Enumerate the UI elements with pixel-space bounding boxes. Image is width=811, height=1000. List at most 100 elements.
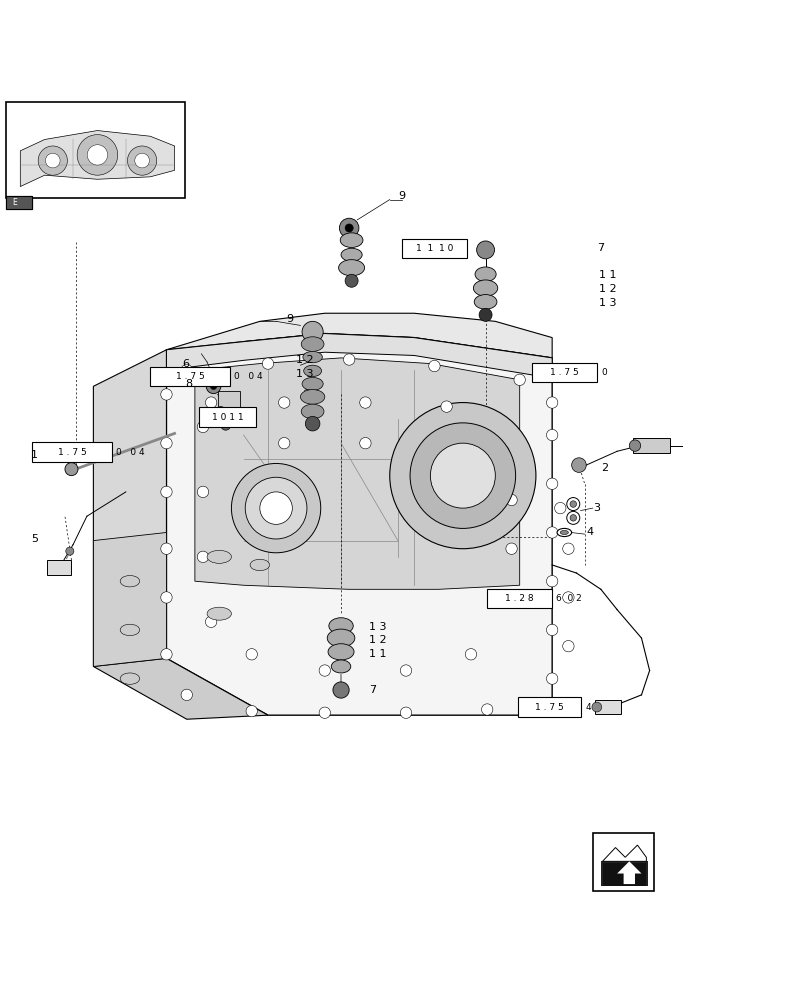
Polygon shape [20,131,174,187]
Polygon shape [166,334,551,715]
Circle shape [546,478,557,489]
Circle shape [77,135,118,175]
Circle shape [161,389,172,400]
Circle shape [562,592,573,603]
Circle shape [245,477,307,539]
Bar [6,196,32,209]
Circle shape [428,360,440,372]
Bar [592,833,653,891]
Text: 1 . 7 5: 1 . 7 5 [58,448,87,457]
Bar [487,589,551,608]
Circle shape [225,408,233,416]
Circle shape [562,640,573,652]
Circle shape [591,702,601,712]
Circle shape [197,551,208,563]
Circle shape [246,649,257,660]
Bar [633,438,669,453]
Ellipse shape [338,260,364,276]
Text: 8: 8 [185,379,192,389]
Circle shape [566,511,579,524]
Ellipse shape [303,351,322,363]
Circle shape [440,401,452,412]
Circle shape [66,547,74,555]
Circle shape [260,492,292,524]
Ellipse shape [120,624,139,636]
Circle shape [497,592,508,603]
Ellipse shape [331,660,350,673]
Bar [6,102,185,198]
Polygon shape [93,532,166,666]
Circle shape [161,486,172,498]
Circle shape [546,624,557,636]
Ellipse shape [301,337,324,351]
Circle shape [566,498,579,511]
Circle shape [319,707,330,718]
Circle shape [359,437,371,449]
Circle shape [389,403,535,549]
Ellipse shape [473,280,497,296]
Circle shape [161,543,172,554]
Ellipse shape [301,404,324,419]
Bar [217,391,240,407]
Circle shape [197,486,208,498]
Text: 7: 7 [596,243,603,253]
Bar [594,700,620,714]
Circle shape [181,364,192,376]
Bar [602,863,646,886]
Circle shape [45,153,60,168]
Circle shape [339,218,358,238]
Text: 1 1: 1 1 [369,649,387,659]
Circle shape [546,527,557,538]
Circle shape [38,146,67,175]
Text: 1: 1 [31,450,38,460]
Circle shape [345,224,353,232]
Text: 6: 6 [182,359,190,369]
Text: 9: 9 [397,191,405,201]
Ellipse shape [474,295,496,309]
Circle shape [569,501,576,507]
Circle shape [400,707,411,718]
Bar [32,442,112,462]
Text: 1 1: 1 1 [599,270,616,280]
Circle shape [359,397,371,408]
Text: E: E [12,198,17,207]
Ellipse shape [302,377,323,390]
Text: 1 2: 1 2 [296,355,314,365]
Circle shape [481,704,492,715]
Ellipse shape [120,576,139,587]
Circle shape [546,576,557,587]
Circle shape [278,437,290,449]
Ellipse shape [341,248,362,261]
Polygon shape [166,313,551,370]
Circle shape [476,241,494,259]
Text: 2: 2 [600,463,607,473]
Ellipse shape [328,618,353,634]
Circle shape [478,308,491,321]
Text: 1 3: 1 3 [296,369,314,379]
Circle shape [569,515,576,521]
Bar [517,697,581,717]
Ellipse shape [207,550,231,563]
Circle shape [87,145,107,165]
Text: 0   0 4: 0 0 4 [234,372,262,381]
Text: 1 3: 1 3 [599,298,616,308]
Circle shape [400,665,411,676]
Circle shape [231,463,320,553]
Text: 1 0 1 1: 1 0 1 1 [212,413,242,422]
Text: 1 . 7 5: 1 . 7 5 [534,703,564,712]
Polygon shape [616,861,641,884]
Text: 4: 4 [586,527,593,537]
Ellipse shape [556,528,571,537]
Text: 1  1  1 0: 1 1 1 0 [415,244,453,253]
Polygon shape [602,845,646,861]
Bar [600,861,647,886]
Polygon shape [93,658,268,719]
Circle shape [410,423,515,528]
Circle shape [205,616,217,627]
Circle shape [505,543,517,554]
Ellipse shape [328,644,354,660]
Circle shape [546,397,557,408]
Text: 1 3: 1 3 [369,622,387,632]
Ellipse shape [303,365,321,377]
Circle shape [221,420,230,430]
